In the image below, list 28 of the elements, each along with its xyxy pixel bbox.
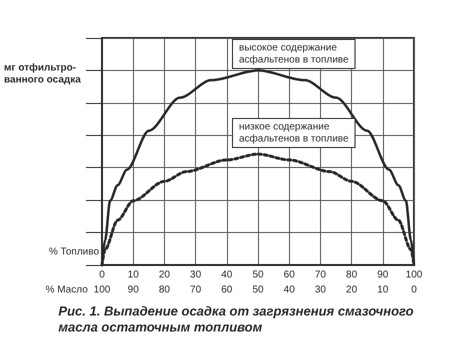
x-tick-label: 70 <box>314 270 326 280</box>
x2-tick-label: 60 <box>221 284 233 296</box>
x2-tick-label: 100 <box>94 284 111 296</box>
x-tick-label: 40 <box>221 270 233 280</box>
x2-tick-label: 20 <box>346 284 358 296</box>
x2-axis-title: % Масло <box>46 284 88 296</box>
x-tick-label: 90 <box>377 270 389 280</box>
x-tick-label: 20 <box>158 270 170 280</box>
x-axis-title: % Топливо <box>48 246 100 258</box>
x-tick-label: 30 <box>190 270 202 280</box>
annotation: низкое содержание асфальтенов в топливе <box>239 122 349 144</box>
y-axis-title: мг отфильтро- ванного осадка <box>4 62 82 86</box>
x2-tick-label: 40 <box>284 284 296 296</box>
x-tick-label: 60 <box>284 270 296 280</box>
x2-tick-label: 90 <box>128 284 140 296</box>
x-tick-label: 0 <box>99 270 106 280</box>
x2-tick-label: 80 <box>158 284 170 296</box>
text: Рис. 1. Выпадение осадка от загрязнения смазочного масла остаточным топливом <box>58 304 414 334</box>
x-tick-label: 50 <box>252 270 264 280</box>
x2-tick-label: 10 <box>377 284 389 296</box>
x2-tick-label: 0 <box>411 284 418 296</box>
x2-tick-label: 30 <box>314 284 326 296</box>
x2-tick-label: 50 <box>252 284 264 296</box>
x-tick-label: 80 <box>346 270 358 280</box>
text: высокое содержание асфальтенов в топливе <box>239 42 349 66</box>
x-tick-label: 100 <box>406 270 423 280</box>
x-tick-label: 10 <box>128 270 140 280</box>
x2-tick-label: 70 <box>190 284 202 296</box>
